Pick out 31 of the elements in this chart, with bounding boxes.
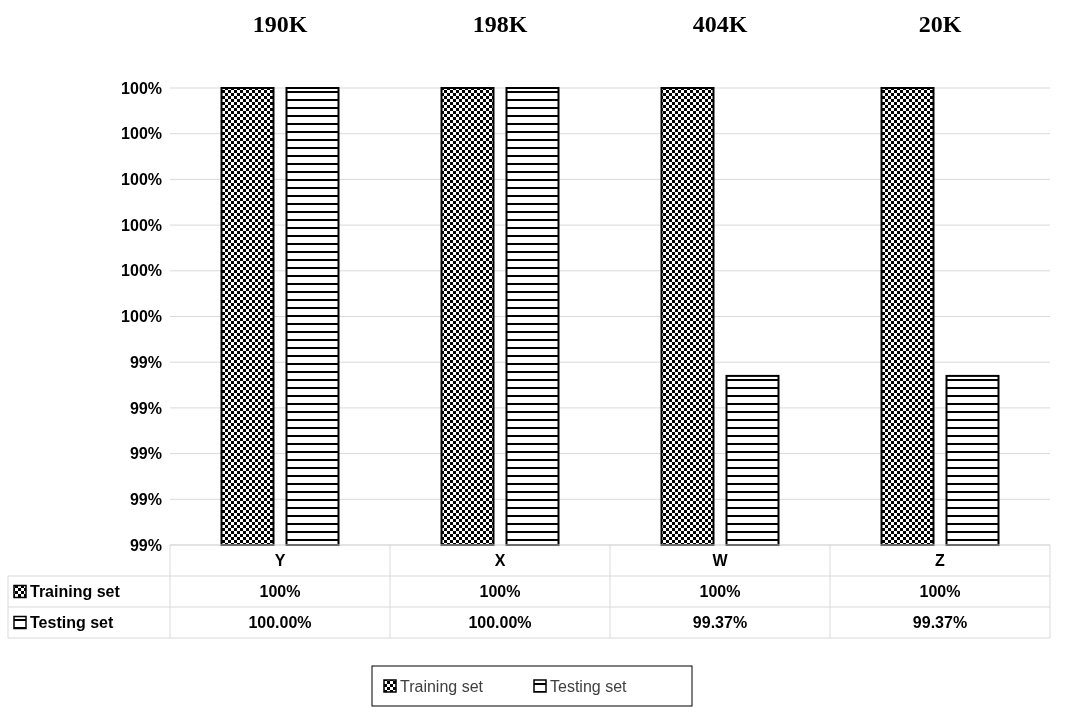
text: 20K <box>918 11 962 37</box>
data-label: 100.00% <box>468 614 532 632</box>
text: 198K <box>472 11 528 37</box>
x-tick-label: W <box>712 552 729 570</box>
data-label: 100% <box>919 583 961 601</box>
data-label: 99.37% <box>692 614 748 632</box>
x-tick-label: X <box>494 552 506 570</box>
text: Training set <box>400 677 483 695</box>
text: Testing set <box>30 614 114 632</box>
x-tick-label: Z <box>935 552 946 570</box>
data-label: 99.37% <box>912 614 968 632</box>
y-tick-label: 100% <box>121 171 162 188</box>
y-tick-label: 99% <box>129 399 162 417</box>
y-tick-label: 99% <box>129 536 162 554</box>
text: 404K <box>692 11 748 37</box>
y-tick-label: 100% <box>121 262 162 280</box>
y-tick-label: 100% <box>121 308 162 326</box>
y-tick-label: 99% <box>129 353 162 371</box>
data-label: 100% <box>259 583 301 601</box>
y-tick-label: 100% <box>121 79 162 97</box>
data-label: 100% <box>699 583 741 601</box>
y-tick-label: 99% <box>129 490 162 508</box>
y-tick-label: 99% <box>129 445 162 463</box>
text: 190K <box>252 11 308 37</box>
y-tick-label: 100% <box>121 125 162 143</box>
data-label: 100.00% <box>248 614 312 632</box>
y-tick-label: 100% <box>121 216 162 234</box>
legend-label: Testing set <box>550 677 628 695</box>
x-tick-label: Y <box>274 552 286 570</box>
data-label: 100% <box>479 583 521 601</box>
legend-label: Training set <box>30 583 121 601</box>
